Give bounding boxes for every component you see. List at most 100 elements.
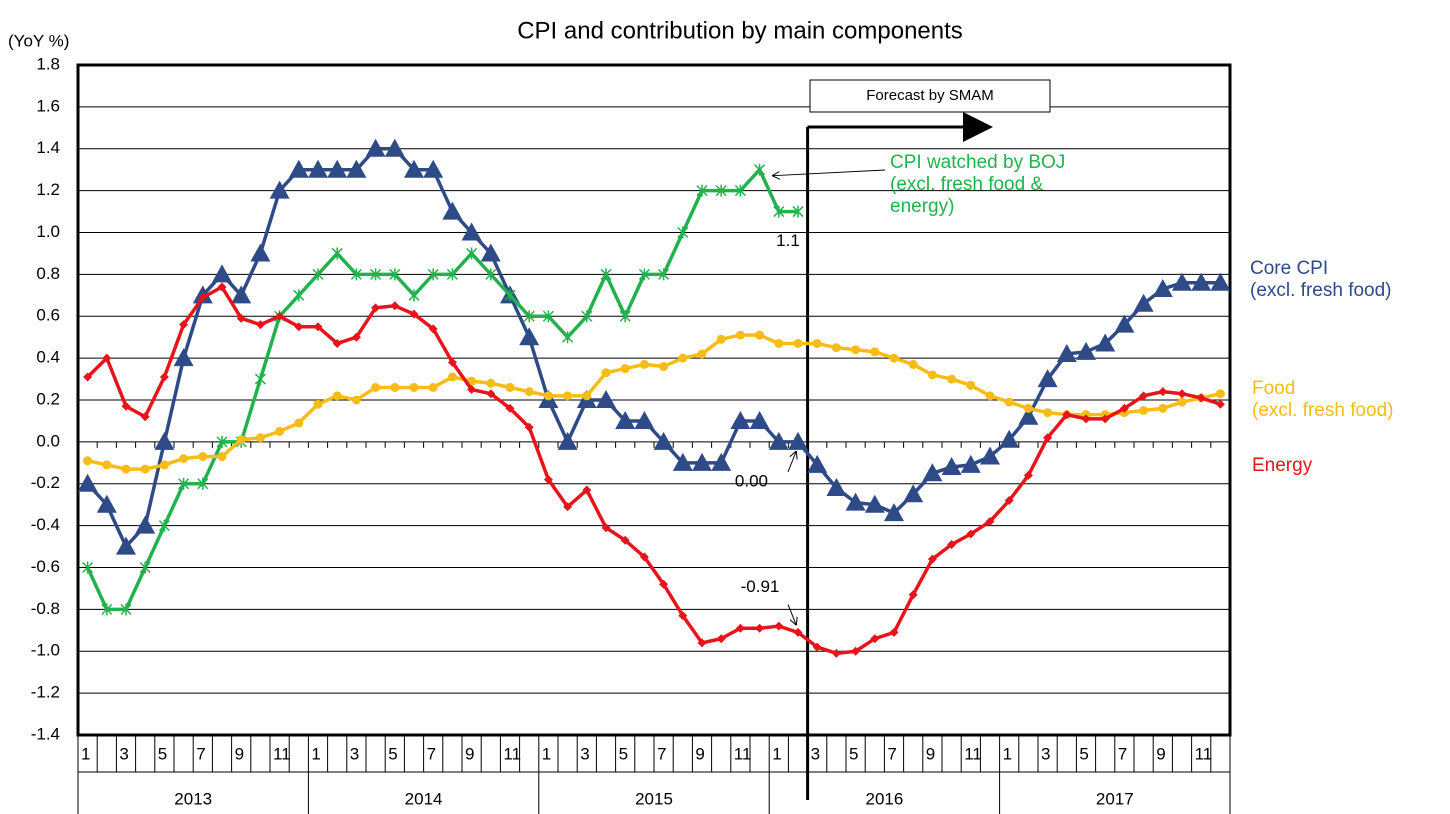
circle-marker — [1023, 403, 1033, 413]
star-marker — [619, 310, 631, 323]
star-marker — [523, 310, 535, 323]
diamond-marker — [294, 322, 304, 332]
y-tick-label: -1.2 — [31, 683, 60, 702]
triangle-marker — [1037, 369, 1058, 388]
circle-marker — [390, 382, 400, 392]
diamond-marker — [409, 309, 419, 319]
circle-marker — [83, 456, 93, 466]
diamond-marker — [947, 539, 957, 549]
circle-marker — [102, 460, 112, 470]
y-tick-label: -0.4 — [31, 515, 60, 534]
triangle-marker — [634, 410, 655, 429]
star-marker — [254, 373, 266, 386]
triangle-marker — [653, 431, 674, 450]
diamond-marker — [1004, 496, 1014, 505]
triangle-marker — [154, 431, 175, 450]
triangle-marker — [1056, 343, 1077, 362]
diamond-marker — [582, 485, 592, 495]
circle-marker — [563, 391, 573, 401]
diamond-marker — [716, 634, 726, 644]
plot-border — [76, 63, 1232, 737]
star-marker — [197, 477, 209, 490]
star-marker — [139, 561, 151, 574]
triangle-marker — [423, 159, 444, 178]
x-tick-label: 11 — [273, 744, 291, 763]
diamond-marker — [563, 502, 573, 512]
star-marker — [504, 289, 516, 302]
star-marker — [389, 268, 401, 281]
diamond-marker — [102, 353, 112, 363]
y-axis-label: (YoY %) — [8, 31, 69, 50]
star-marker — [178, 477, 190, 490]
triangle-marker — [749, 410, 770, 429]
star-marker — [350, 268, 362, 281]
star-marker — [792, 205, 804, 218]
series-line — [86, 166, 798, 612]
diamond-marker — [275, 311, 285, 321]
diamond-marker — [639, 552, 649, 562]
star-marker — [658, 268, 670, 281]
diamond-marker — [1215, 399, 1225, 409]
diamond-marker — [697, 638, 707, 648]
triangle-marker — [346, 159, 367, 178]
triangle-marker — [1076, 341, 1096, 360]
x-tick-label: 3 — [119, 744, 128, 763]
x-tick-label: 11 — [503, 744, 521, 763]
label-arrow — [787, 452, 796, 473]
y-tick-label: 1.0 — [36, 222, 60, 241]
x-tick-label: 11 — [964, 744, 982, 763]
diamond-marker — [1119, 403, 1129, 413]
circle-marker — [255, 433, 265, 443]
y-tick-label: -0.2 — [31, 473, 60, 492]
triangle-marker — [692, 452, 712, 471]
diamond-marker — [1158, 387, 1168, 397]
legend-label: CPI watched by BOJ (excl. fresh food & e… — [890, 152, 1066, 217]
circle-marker — [697, 349, 707, 359]
circle-marker — [812, 338, 822, 348]
y-tick-label: 0.4 — [36, 348, 60, 367]
circle-marker — [755, 330, 765, 340]
y-tick-label: 1.4 — [36, 138, 60, 157]
circle-marker — [543, 391, 553, 401]
diamond-marker — [1139, 391, 1149, 401]
star-marker — [370, 268, 382, 281]
y-tick-label: 0.6 — [36, 306, 60, 325]
triangle-marker — [365, 138, 386, 157]
circle-marker — [908, 359, 918, 369]
circle-marker — [447, 372, 457, 382]
diamond-marker — [966, 529, 976, 539]
triangle-marker — [1172, 272, 1192, 291]
triangle-marker — [788, 431, 808, 450]
circle-marker — [1004, 397, 1014, 407]
year-label: 2014 — [405, 789, 443, 808]
triangle-marker — [231, 285, 252, 304]
diamond-marker — [351, 332, 361, 342]
triangle-marker — [212, 264, 232, 283]
circle-marker — [601, 368, 611, 378]
x-tick-label: 3 — [1041, 744, 1050, 763]
triangle-marker — [461, 222, 482, 241]
diamond-marker — [831, 648, 841, 658]
circle-marker — [524, 387, 534, 397]
circle-marker — [1043, 408, 1053, 418]
triangle-marker — [1191, 272, 1212, 291]
star-marker — [82, 561, 94, 574]
diamond-marker — [159, 372, 169, 382]
circle-marker — [159, 460, 169, 470]
circle-marker — [486, 378, 496, 388]
diamond-marker — [1100, 414, 1110, 424]
diamond-marker — [524, 422, 534, 432]
diamond-marker — [889, 627, 899, 637]
diamond-marker — [467, 385, 477, 395]
diamond-marker — [217, 282, 227, 292]
star-marker — [158, 519, 170, 532]
x-tick-label: 7 — [427, 744, 436, 763]
x-tick-label: 3 — [811, 744, 820, 763]
diamond-marker — [390, 301, 400, 311]
y-tick-label: 1.6 — [36, 96, 60, 115]
diamond-marker — [255, 320, 265, 330]
x-tick-label: 1 — [81, 744, 90, 763]
diamond-marker — [908, 590, 918, 600]
circle-marker — [236, 435, 246, 445]
